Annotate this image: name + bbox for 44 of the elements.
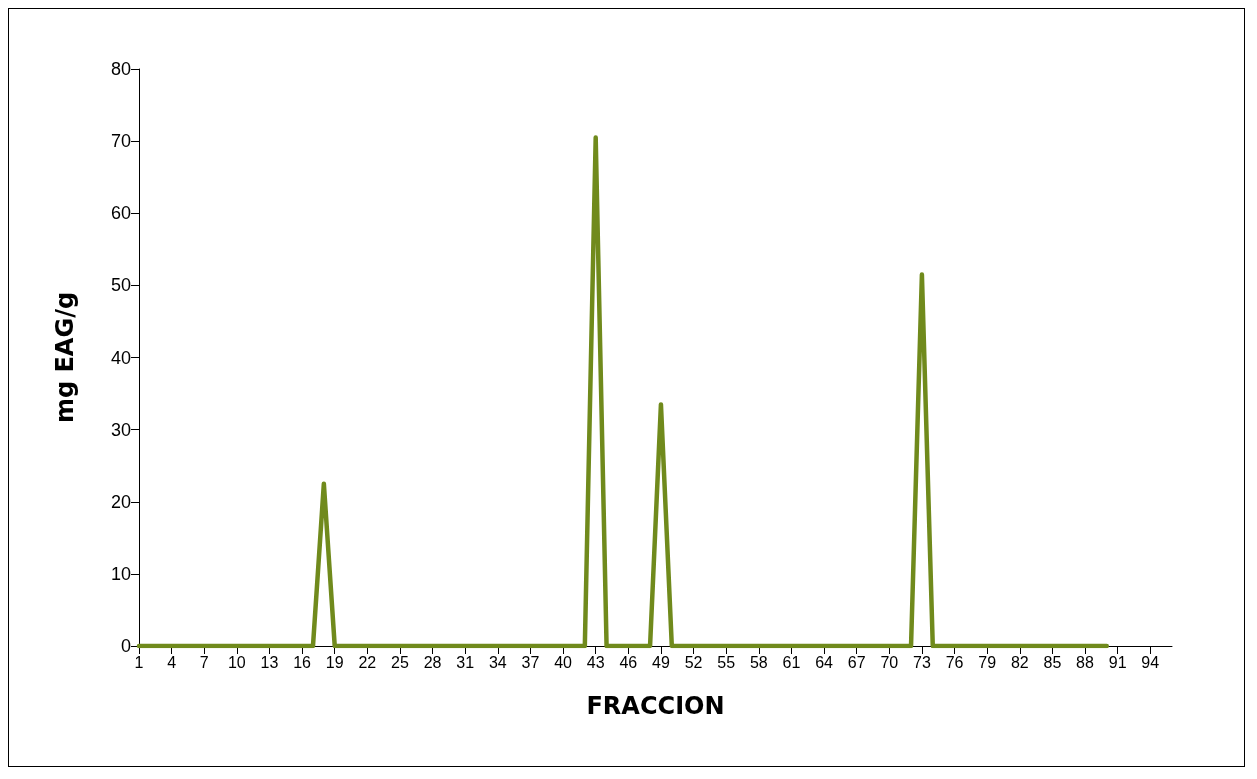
y-tick-label: 30 [110, 419, 131, 440]
x-tick-label: 43 [586, 653, 605, 671]
x-tick-label: 94 [1141, 653, 1160, 671]
x-tick-label: 61 [782, 653, 801, 671]
x-tick-label: 73 [913, 653, 931, 671]
x-tick-label: 13 [260, 653, 279, 671]
x-tick-label: 58 [749, 653, 768, 671]
x-tick-label: 28 [423, 653, 442, 671]
x-tick-label: 55 [717, 653, 736, 671]
x-tick-label: 25 [391, 653, 409, 671]
x-tick-label: 82 [1010, 653, 1029, 671]
y-tick-label: 60 [110, 203, 131, 224]
x-tick-label: 88 [1076, 653, 1095, 671]
x-tick-label: 76 [945, 653, 964, 671]
x-tick-label: 34 [488, 653, 507, 671]
y-axis-title: mg EAG/g [51, 291, 79, 424]
x-tick-label: 22 [358, 653, 377, 671]
x-tick-label: 85 [1043, 653, 1062, 671]
x-tick-label: 37 [521, 653, 540, 671]
x-tick-label: 70 [880, 653, 899, 671]
y-tick-label: 50 [110, 275, 131, 296]
y-tick-label: 70 [110, 131, 131, 152]
x-axis-title: FRACCION [586, 692, 725, 720]
x-tick-label: 31 [456, 653, 475, 671]
y-tick-label: 80 [110, 59, 131, 79]
x-tick-label: 10 [227, 653, 246, 671]
y-tick-label: 20 [110, 491, 131, 512]
x-tick-label: 7 [199, 653, 209, 671]
x-tick-label: 4 [167, 653, 177, 671]
y-tick-label: 40 [110, 347, 131, 368]
x-tick-label: 67 [847, 653, 866, 671]
x-tick-label: 49 [652, 653, 670, 671]
x-tick-label: 52 [684, 653, 703, 671]
x-tick-label: 91 [1108, 653, 1127, 671]
y-tick-label: 10 [110, 563, 131, 584]
y-tick-label: 0 [120, 636, 131, 656]
x-tick-label: 16 [293, 653, 312, 671]
x-tick-label: 46 [619, 653, 638, 671]
x-tick-label: 64 [815, 653, 834, 671]
x-tick-label: 1 [134, 653, 144, 671]
line-series [136, 135, 1110, 649]
x-tick-label: 40 [554, 653, 573, 671]
x-tick-label: 79 [978, 653, 997, 671]
x-tick-label: 19 [325, 653, 344, 671]
